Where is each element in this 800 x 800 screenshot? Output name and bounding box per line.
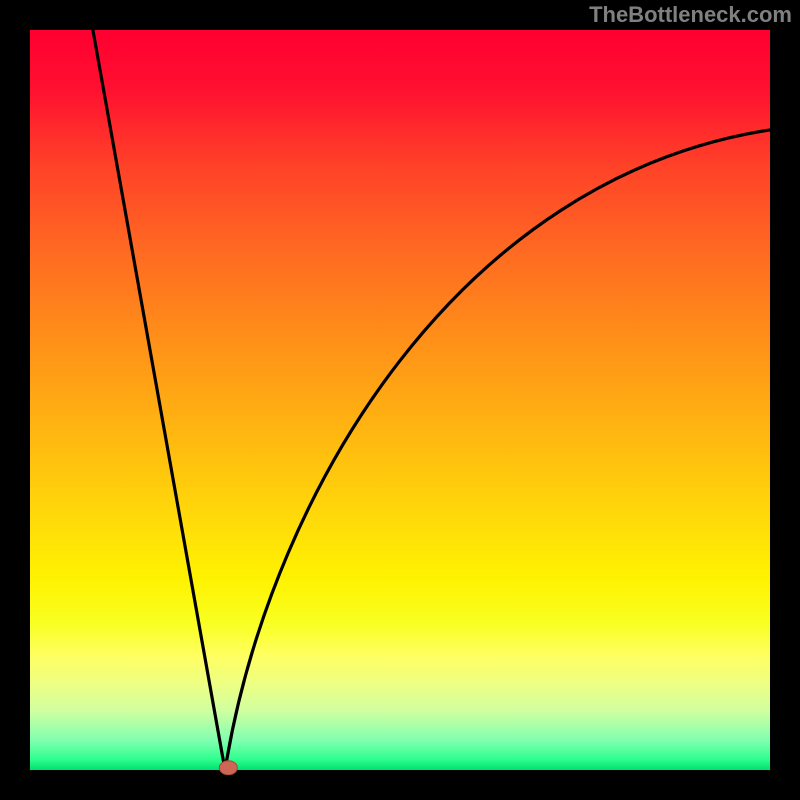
watermark-text: TheBottleneck.com [589, 2, 792, 28]
plot-background [30, 30, 770, 770]
optimal-point-marker [219, 761, 237, 775]
chart-canvas [0, 0, 800, 800]
bottleneck-chart: { "watermark": { "text": "TheBottleneck.… [0, 0, 800, 800]
